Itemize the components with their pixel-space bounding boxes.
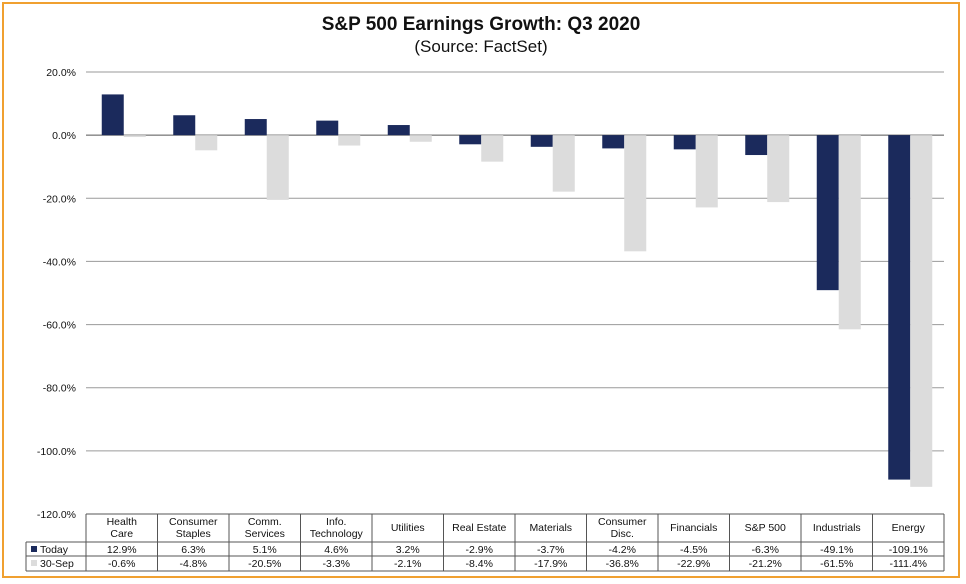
y-tick-label: -80.0% bbox=[43, 383, 76, 395]
bar-today-0 bbox=[101, 94, 124, 136]
bar-sep30-11 bbox=[910, 135, 933, 487]
category-label: Info. bbox=[326, 516, 346, 528]
data-label-today: -3.7% bbox=[537, 544, 564, 556]
chart-subtitle: (Source: FactSet) bbox=[414, 37, 547, 56]
bar-sep30-5 bbox=[481, 135, 504, 162]
bar-today-4 bbox=[387, 125, 410, 136]
bar-sep30-7 bbox=[624, 135, 647, 252]
bar-today-1 bbox=[173, 115, 196, 136]
bar-today-11 bbox=[888, 135, 911, 480]
y-tick-label: 20.0% bbox=[46, 67, 76, 79]
data-label-today: -4.5% bbox=[680, 544, 707, 556]
category-label: Services bbox=[245, 528, 285, 540]
legend-label-sep30: 30-Sep bbox=[40, 558, 74, 570]
y-tick-label: -120.0% bbox=[37, 509, 76, 521]
category-label: Technology bbox=[310, 528, 364, 540]
y-tick-label: -100.0% bbox=[37, 446, 76, 458]
gridlines bbox=[86, 71, 944, 515]
category-label: Industrials bbox=[813, 522, 861, 534]
category-label: Real Estate bbox=[452, 522, 506, 534]
category-label: Consumer bbox=[598, 516, 647, 528]
category-label: Care bbox=[110, 528, 133, 540]
bar-today-2 bbox=[244, 119, 267, 136]
category-label: Comm. bbox=[248, 516, 282, 528]
chart-frame bbox=[2, 2, 960, 578]
data-label-today: -49.1% bbox=[820, 544, 853, 556]
bar-today-5 bbox=[459, 135, 482, 145]
chart-title: S&P 500 Earnings Growth: Q3 2020 bbox=[322, 14, 641, 35]
data-table: HealthCareConsumerStaplesComm.ServicesIn… bbox=[25, 513, 945, 572]
bar-sep30-6 bbox=[552, 135, 575, 192]
bar-sep30-9 bbox=[767, 135, 790, 203]
category-label: Health bbox=[107, 516, 138, 528]
bar-sep30-0 bbox=[123, 135, 146, 138]
bar-sep30-1 bbox=[195, 135, 218, 151]
bar-sep30-10 bbox=[838, 135, 861, 330]
data-label-today: -109.1% bbox=[889, 544, 928, 556]
bar-today-3 bbox=[316, 120, 339, 136]
legend-swatch-sep30 bbox=[31, 560, 37, 566]
data-label-today: -6.3% bbox=[752, 544, 779, 556]
data-label-today: 12.9% bbox=[107, 544, 137, 556]
data-label-sep30: -3.3% bbox=[323, 558, 350, 570]
bars bbox=[101, 94, 933, 487]
bar-today-8 bbox=[673, 135, 696, 150]
data-label-today: 4.6% bbox=[324, 544, 348, 556]
legend-swatch-today bbox=[31, 546, 37, 552]
data-label-sep30: -0.6% bbox=[108, 558, 135, 570]
y-tick-label: -20.0% bbox=[43, 193, 76, 205]
category-label: Utilities bbox=[391, 522, 425, 534]
data-label-sep30: -21.2% bbox=[749, 558, 782, 570]
y-tick-label: -40.0% bbox=[43, 256, 76, 268]
data-label-today: -2.9% bbox=[466, 544, 493, 556]
bar-today-9 bbox=[745, 135, 768, 156]
data-label-today: 3.2% bbox=[396, 544, 420, 556]
data-label-sep30: -17.9% bbox=[534, 558, 567, 570]
bar-today-10 bbox=[816, 135, 839, 291]
data-label-sep30: -22.9% bbox=[677, 558, 710, 570]
legend-label-today: Today bbox=[40, 544, 69, 556]
data-label-sep30: -36.8% bbox=[606, 558, 639, 570]
data-label-sep30: -4.8% bbox=[180, 558, 207, 570]
y-tick-label: 0.0% bbox=[52, 130, 76, 142]
data-label-sep30: -20.5% bbox=[248, 558, 281, 570]
y-axis-ticks: 20.0% 0.0% -20.0% -40.0% -60.0% -80.0% -100.0%… bbox=[37, 67, 76, 521]
data-label-sep30: -111.4% bbox=[889, 558, 927, 570]
bar-sep30-8 bbox=[695, 135, 718, 208]
data-label-sep30: -61.5% bbox=[820, 558, 853, 570]
data-label-today: 5.1% bbox=[253, 544, 277, 556]
y-tick-label: -60.0% bbox=[43, 320, 76, 332]
category-label: Disc. bbox=[611, 528, 634, 540]
bar-sep30-3 bbox=[338, 135, 361, 146]
category-label: Consumer bbox=[169, 516, 218, 528]
data-label-sep30: -2.1% bbox=[394, 558, 421, 570]
bar-today-7 bbox=[602, 135, 625, 149]
bar-sep30-4 bbox=[409, 135, 432, 142]
data-label-sep30: -8.4% bbox=[466, 558, 493, 570]
bar-today-6 bbox=[530, 135, 553, 147]
category-label: Materials bbox=[529, 522, 572, 534]
category-label: Energy bbox=[892, 522, 926, 534]
category-label: S&P 500 bbox=[745, 522, 786, 534]
data-label-today: 6.3% bbox=[181, 544, 205, 556]
bar-sep30-2 bbox=[266, 135, 289, 200]
category-label: Staples bbox=[176, 528, 211, 540]
data-label-today: -4.2% bbox=[609, 544, 636, 556]
category-label: Financials bbox=[670, 522, 717, 534]
